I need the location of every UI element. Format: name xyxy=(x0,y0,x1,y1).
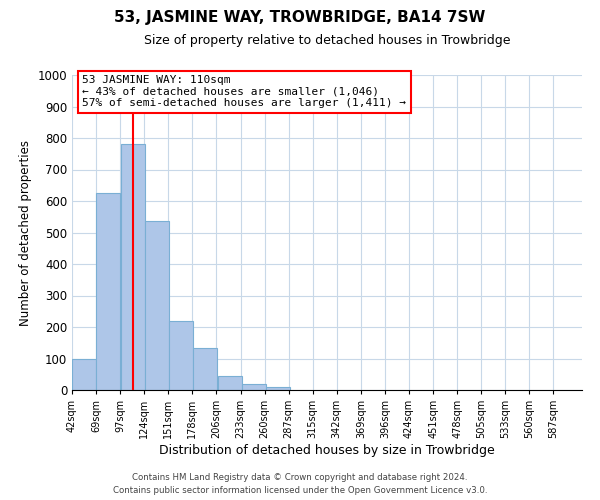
Title: Size of property relative to detached houses in Trowbridge: Size of property relative to detached ho… xyxy=(144,34,510,48)
Text: 53 JASMINE WAY: 110sqm
← 43% of detached houses are smaller (1,046)
57% of semi-: 53 JASMINE WAY: 110sqm ← 43% of detached… xyxy=(82,75,406,108)
X-axis label: Distribution of detached houses by size in Trowbridge: Distribution of detached houses by size … xyxy=(159,444,495,457)
Bar xyxy=(145,220,169,390)
Bar xyxy=(193,348,217,390)
Bar xyxy=(72,358,96,390)
Bar xyxy=(242,384,266,390)
Bar xyxy=(266,387,290,390)
Bar xyxy=(169,320,193,390)
Text: Contains HM Land Registry data © Crown copyright and database right 2024.
Contai: Contains HM Land Registry data © Crown c… xyxy=(113,474,487,495)
Y-axis label: Number of detached properties: Number of detached properties xyxy=(19,140,32,326)
Bar xyxy=(96,193,120,390)
Bar xyxy=(121,144,145,390)
Bar xyxy=(218,376,242,390)
Text: 53, JASMINE WAY, TROWBRIDGE, BA14 7SW: 53, JASMINE WAY, TROWBRIDGE, BA14 7SW xyxy=(115,10,485,25)
